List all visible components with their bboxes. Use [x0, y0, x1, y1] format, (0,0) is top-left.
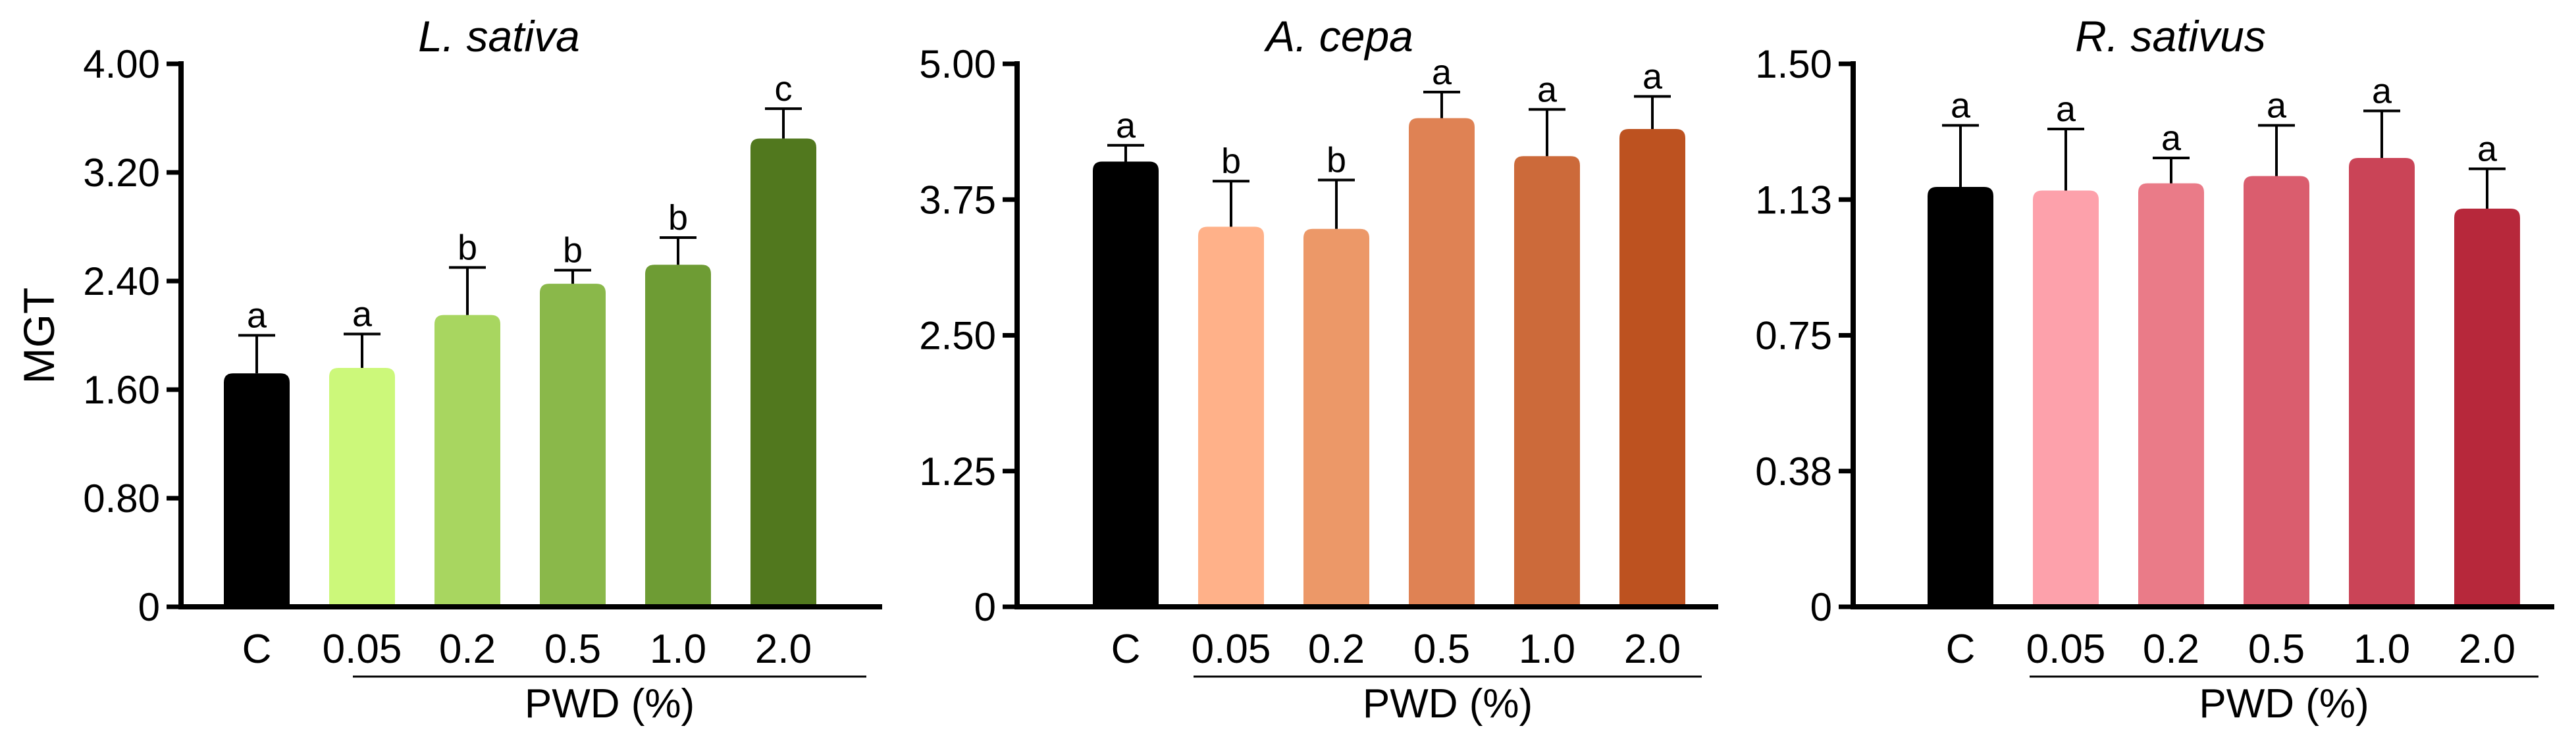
significance-letter: a	[1116, 106, 1136, 145]
bar	[1619, 129, 1685, 607]
significance-letter: b	[563, 231, 583, 270]
x-axis-label: PWD (%)	[525, 681, 695, 727]
bar	[1514, 156, 1580, 607]
chart-panel-acepa: A. cepa 0 1.25 2.50 3.75 5.00 a Cb 0.05 b 0.2 a 0.5 a…	[919, 12, 1718, 727]
category-label: 2.0	[755, 627, 812, 672]
bar	[1093, 161, 1159, 607]
y-tick-label: 0	[138, 585, 160, 629]
x-axis-label: PWD (%)	[2199, 681, 2369, 727]
significance-letter: b	[668, 198, 688, 238]
significance-letter: a	[2372, 72, 2392, 111]
significance-letter: c	[775, 69, 793, 109]
x-axis-label: PWD (%)	[1363, 681, 1533, 727]
bar	[2244, 176, 2309, 607]
y-tick-label: 3.20	[83, 151, 160, 195]
bar	[329, 368, 395, 607]
category-label: 0.05	[2026, 627, 2106, 672]
y-tick-label: 0	[1810, 585, 1832, 629]
significance-letter: b	[458, 228, 477, 267]
significance-letter: a	[1643, 57, 1663, 97]
bar	[540, 284, 606, 607]
bar	[1198, 226, 1264, 607]
category-label: C	[1111, 627, 1141, 672]
category-label: 0.2	[439, 627, 496, 672]
y-axis-label: MGT	[14, 288, 63, 384]
category-label: C	[1946, 627, 1976, 672]
bar	[1303, 228, 1369, 607]
y-tick-label: 1.13	[1755, 178, 1832, 222]
significance-letter: a	[2161, 118, 2182, 158]
chart-panel-rsativus: R. sativus 0 0.38 0.75 1.13 1.50 a Ca 0.05 a 0.2 a 0…	[1755, 12, 2554, 727]
chart-title: R. sativus	[2075, 12, 2266, 61]
bar	[2454, 209, 2520, 607]
bar	[224, 373, 290, 607]
bar	[2033, 190, 2099, 607]
y-tick-label: 3.75	[919, 178, 996, 222]
significance-letter: b	[1221, 142, 1241, 181]
category-label: 0.5	[2248, 627, 2305, 672]
significance-letter: a	[247, 296, 267, 336]
category-label: 2.0	[1624, 627, 1681, 672]
chart-title: A. cepa	[1263, 12, 1413, 61]
y-tick-label: 1.25	[919, 450, 996, 494]
category-label: 0.05	[1192, 627, 1271, 672]
y-tick-label: 0	[974, 585, 996, 629]
y-tick-label: 0.38	[1755, 450, 1832, 494]
y-tick-label: 1.60	[83, 368, 160, 412]
category-label: 1.0	[650, 627, 706, 672]
category-label: 2.0	[2459, 627, 2515, 672]
bar	[750, 138, 816, 607]
y-tick-label: 5.00	[919, 42, 996, 86]
chart-panel-lsativa: L. sativa 0 0.80 1.60 2.40 3.20 4.00 a Ca 0.05 b 0.…	[14, 12, 882, 727]
significance-letter: b	[1327, 141, 1346, 180]
category-label: 0.05	[323, 627, 402, 672]
significance-letter: a	[2056, 90, 2076, 129]
y-tick-label: 0.75	[1755, 314, 1832, 358]
category-label: 0.5	[1413, 627, 1470, 672]
bar	[2138, 183, 2204, 607]
significance-letter: a	[1537, 70, 1558, 109]
category-label: 1.0	[1519, 627, 1575, 672]
bar	[2349, 158, 2415, 607]
chart-title: L. sativa	[418, 12, 580, 61]
bar	[434, 315, 500, 607]
bar	[645, 265, 711, 607]
y-tick-label: 0.80	[83, 477, 160, 521]
significance-letter: a	[2267, 86, 2287, 126]
significance-letter: a	[352, 294, 373, 334]
category-label: 0.2	[2143, 627, 2199, 672]
category-label: 1.0	[2353, 627, 2410, 672]
y-tick-label: 2.50	[919, 314, 996, 358]
y-tick-label: 2.40	[83, 259, 160, 303]
bar	[1409, 118, 1475, 607]
bar	[1928, 187, 1993, 607]
category-label: 0.2	[1308, 627, 1365, 672]
significance-letter: a	[2477, 130, 2498, 169]
significance-letter: a	[1432, 53, 1452, 92]
category-label: C	[242, 627, 272, 672]
y-tick-label: 1.50	[1755, 42, 1832, 86]
y-tick-label: 4.00	[83, 42, 160, 86]
category-label: 0.5	[544, 627, 601, 672]
significance-letter: a	[1951, 86, 1971, 126]
